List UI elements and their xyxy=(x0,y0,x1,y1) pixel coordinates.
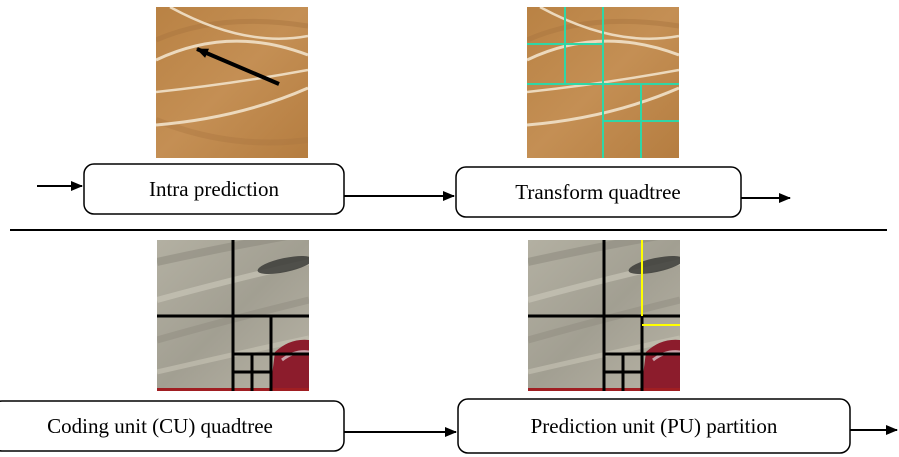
transform-quadtree-image xyxy=(527,7,679,158)
prediction-unit-label: Prediction unit (PU) partition xyxy=(531,414,778,438)
intra-prediction-label: Intra prediction xyxy=(149,177,280,201)
coding-unit-label: Coding unit (CU) quadtree xyxy=(47,414,273,438)
intra-prediction-image xyxy=(156,7,308,158)
prediction-unit-image xyxy=(528,232,685,391)
prediction-unit-box: Prediction unit (PU) partition xyxy=(458,399,850,453)
coding-unit-image xyxy=(157,232,314,391)
coding-unit-box: Coding unit (CU) quadtree xyxy=(0,401,344,451)
intra-prediction-box: Intra prediction xyxy=(84,164,344,214)
transform-quadtree-label: Transform quadtree xyxy=(515,180,680,204)
transform-quadtree-box: Transform quadtree xyxy=(456,167,741,217)
